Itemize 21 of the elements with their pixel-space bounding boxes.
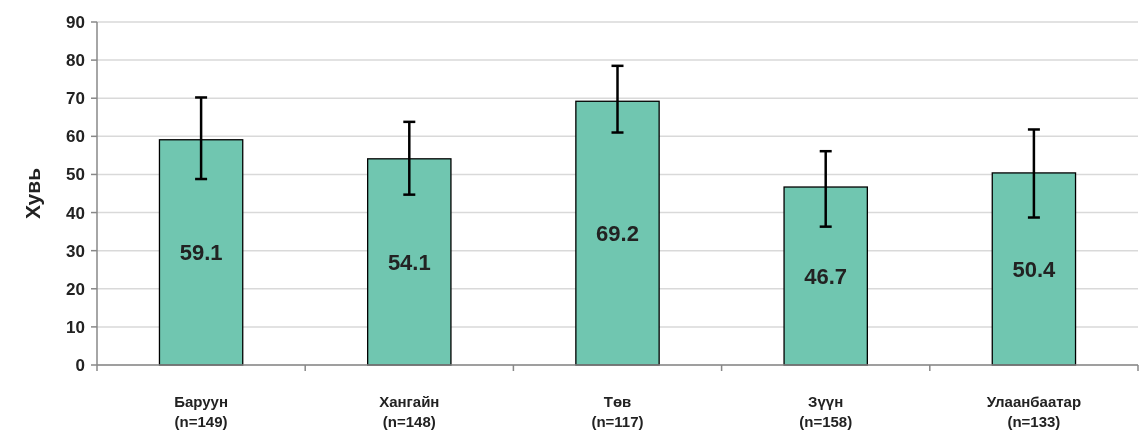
x-tick-label: Төв (n=117)	[591, 393, 644, 430]
y-tick-label: 70	[66, 89, 85, 109]
x-tick-label: Зүүн (n=158)	[799, 393, 853, 430]
y-tick-label: 60	[66, 127, 85, 147]
x-tick-label: Хангайн (n=148)	[379, 393, 440, 430]
y-tick-label: 40	[66, 203, 85, 223]
data-label: 59.1	[179, 240, 223, 266]
y-tick-label: 80	[66, 51, 85, 71]
y-tick-label: 50	[66, 165, 85, 185]
y-axis-title: Хувь	[21, 167, 44, 220]
x-tick-label: Баруун (n=149)	[174, 393, 229, 430]
y-tick-label: 30	[66, 241, 85, 261]
data-label: 50.4	[1012, 256, 1057, 282]
y-tick-label: 90	[66, 13, 85, 32]
data-label: 54.1	[387, 249, 431, 275]
data-label: 46.7	[804, 264, 848, 290]
y-tick-label: 0	[75, 356, 85, 375]
x-tick-label: Улаанбаатар (n=133)	[986, 393, 1082, 430]
y-tick-label: 20	[66, 279, 85, 299]
data-label: 69.2	[596, 221, 639, 247]
y-tick-label: 10	[66, 317, 85, 337]
